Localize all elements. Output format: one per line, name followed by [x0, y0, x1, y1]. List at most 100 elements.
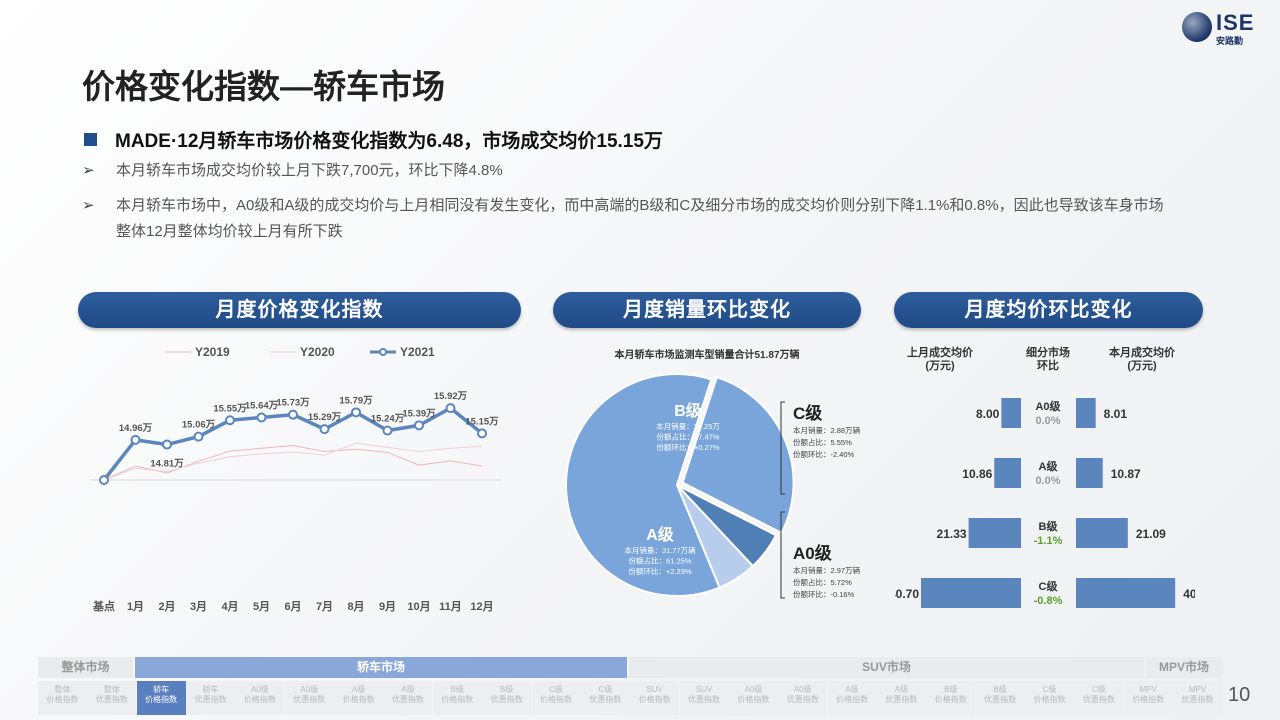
curr-price-bar	[1076, 398, 1096, 428]
slice-detail: 份额环比：-0.16%	[793, 589, 855, 599]
prev-price-label: 8.00	[976, 407, 1000, 421]
nav-subtab-17[interactable]: A级 优惠指数	[876, 681, 926, 715]
prev-price-label: 40.70	[895, 587, 919, 601]
segment-label: A级	[1039, 459, 1059, 473]
data-point	[414, 420, 424, 431]
data-label: 15.73万	[276, 398, 310, 409]
sales-pie-chart: 本月轿车市场监测车型销量合计51.87万辆 B级本月销量：14.25万份额占比：2…	[565, 348, 861, 599]
legend-item-y2019: Y2019	[165, 345, 230, 359]
section-header-sales-change: 月度销量环比变化	[553, 292, 861, 328]
x-tick-label: 9月	[379, 600, 396, 613]
data-label: 15.92万	[434, 391, 468, 402]
nav-subtab-3[interactable]: 轿车 优惠指数	[186, 681, 236, 715]
nav-tab-1[interactable]: 轿车市场	[135, 657, 627, 678]
logo-text: ISE	[1216, 10, 1255, 35]
column-header: (万元)	[1127, 359, 1157, 372]
column-header: 细分市场	[1026, 345, 1070, 359]
nav-subtab-18[interactable]: B级 价格指数	[926, 681, 976, 715]
nav-subtab-21[interactable]: C级 优惠指数	[1074, 681, 1124, 715]
bullet-2: ➢ 本月轿车市场中，A0级和A级的成交均价与上月相同没有发生变化，而中高端的B级和…	[82, 193, 1176, 245]
nav-subtab-14[interactable]: A0级 价格指数	[728, 681, 778, 715]
slice-detail: 份额占比：5.72%	[793, 577, 852, 587]
x-tick-label: 2月	[158, 600, 175, 613]
nav-subtab-1[interactable]: 整体 优惠指数	[87, 681, 137, 715]
nav-subtab-23[interactable]: MPV 优惠指数	[1173, 681, 1223, 715]
data-point	[288, 409, 298, 420]
nav-subtab-20[interactable]: C级 价格指数	[1025, 681, 1074, 715]
nav-subtab-22[interactable]: MPV 价格指数	[1123, 681, 1173, 715]
prev-price-label: 21.33	[937, 527, 967, 541]
prev-price-bar	[921, 578, 1021, 608]
arrow-bullet-icon: ➢	[82, 197, 95, 214]
slice-label: C级	[793, 403, 822, 423]
slice-detail: 本月销量：2.97万辆	[793, 565, 861, 575]
curr-price-bar	[1076, 518, 1128, 548]
column-header: (万元)	[925, 359, 955, 372]
data-point	[225, 415, 235, 426]
nav-subtab-5[interactable]: A0级 优惠指数	[284, 681, 334, 715]
square-bullet-icon	[84, 133, 97, 146]
nav-subtab-0[interactable]: 整体 价格指数	[38, 681, 87, 715]
series-line-y2019	[103, 444, 483, 481]
nav-subtab-19[interactable]: B级 优惠指数	[975, 681, 1025, 715]
slice-label: A0级	[793, 543, 832, 563]
x-tick-label: 12月	[470, 600, 493, 613]
svg-text:Y2020: Y2020	[300, 345, 335, 359]
arrow-bullet-icon: ➢	[82, 162, 95, 179]
slice-detail: 份额占比：27.47%	[657, 432, 720, 442]
data-label: 15.29万	[308, 412, 342, 423]
bullet-1-text: 本月轿车市场成交均价较上月下跌7,700元，环比下降4.8%	[116, 162, 503, 179]
series-line-y2020	[103, 442, 483, 481]
svg-text:Y2021: Y2021	[400, 345, 435, 359]
data-point	[256, 412, 267, 423]
price-row-C级: 40.70 40.37 C级 -0.8%	[895, 578, 1195, 608]
nav-tab-3[interactable]: MPV市场	[1146, 657, 1222, 678]
logo-globe-icon	[1182, 12, 1212, 42]
change-label: 0.0%	[1035, 475, 1060, 487]
data-label: 15.64万	[245, 400, 279, 411]
page-number: 10	[1228, 684, 1251, 706]
nav-subtab-9[interactable]: B级 优惠指数	[482, 681, 532, 715]
nav-subtab-4[interactable]: A0级 价格指数	[235, 681, 285, 715]
prev-price-bar	[994, 458, 1021, 488]
data-point	[351, 407, 361, 418]
nav-subtab-12[interactable]: SUV 价格指数	[630, 681, 680, 715]
nav-tab-2[interactable]: SUV市场	[629, 657, 1144, 678]
bullet-1: ➢ 本月轿车市场成交均价较上月下跌7,700元，环比下降4.8%	[82, 158, 1176, 184]
data-point	[382, 425, 393, 436]
data-label: 15.39万	[402, 408, 436, 419]
page-title: 价格变化指数—轿车市场	[82, 68, 445, 105]
x-tick-label: 11月	[439, 600, 462, 613]
data-label: 15.55万	[213, 403, 247, 414]
curr-price-label: 40.37	[1183, 587, 1195, 601]
data-point	[445, 403, 456, 414]
nav-tab-0[interactable]: 整体市场	[38, 657, 133, 678]
section-header-price-index: 月度价格变化指数	[78, 292, 521, 328]
nav-subtab-6[interactable]: A级 价格指数	[334, 681, 384, 715]
nav-subtab-13[interactable]: SUV 优惠指数	[679, 681, 729, 715]
nav-subtab-10[interactable]: C级 价格指数	[531, 681, 581, 715]
slice-detail: 份额占比：61.25%	[629, 556, 692, 566]
slice-detail: 份额环比：+0.27%	[656, 442, 719, 452]
data-point	[130, 434, 141, 445]
x-tick-label: 1月	[127, 600, 144, 613]
nav-subtab-7[interactable]: A级 优惠指数	[383, 681, 433, 715]
price-row-A级: 10.86 10.87 A级 0.0%	[962, 458, 1141, 488]
nav-subtab-8[interactable]: B级 价格指数	[432, 681, 482, 715]
data-label: 15.06万	[182, 420, 216, 431]
curr-price-label: 8.01	[1104, 407, 1128, 421]
data-point	[162, 439, 172, 450]
x-tick-label: 基点	[92, 599, 115, 613]
price-row-B级: 21.33 21.09 B级 -1.1%	[937, 518, 1166, 548]
nav-subtab-2[interactable]: 轿车 价格指数	[136, 681, 186, 715]
column-header: 环比	[1037, 358, 1059, 372]
x-tick-label: 7月	[316, 600, 333, 613]
nav-subtab-11[interactable]: C级 优惠指数	[580, 681, 630, 715]
column-header: 本月成交均价	[1109, 345, 1176, 359]
slice-detail: 份额环比：+2.29%	[628, 566, 691, 576]
data-point	[319, 424, 330, 435]
nav-subtab-15[interactable]: A0级 优惠指数	[778, 681, 828, 715]
column-header: 上月成交均价	[907, 345, 974, 359]
nav-subtab-16[interactable]: A级 价格指数	[827, 681, 877, 715]
